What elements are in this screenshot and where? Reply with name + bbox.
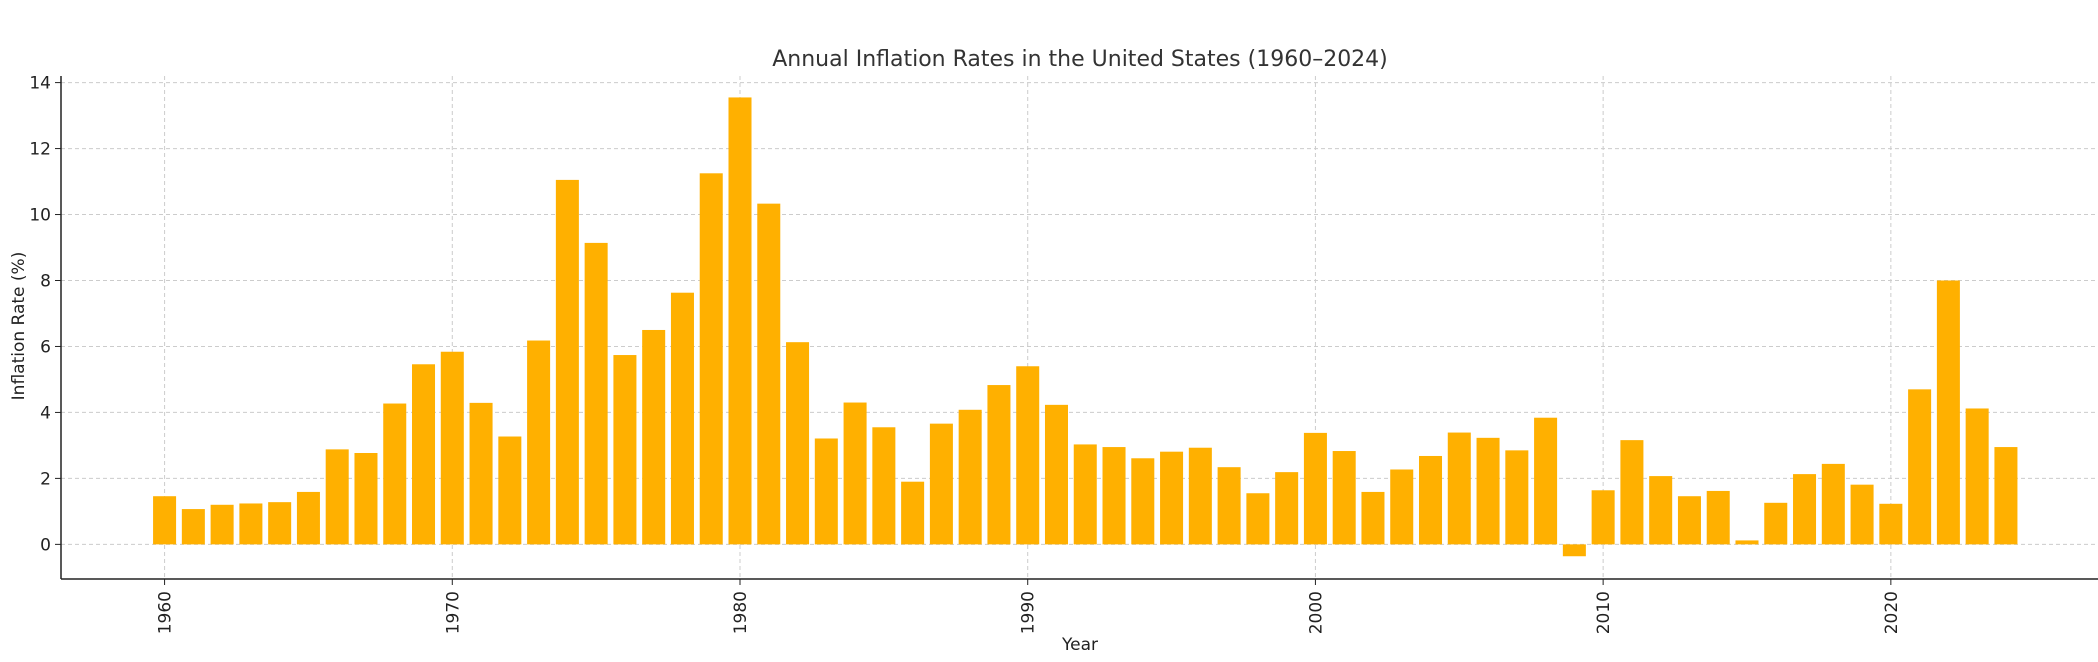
bar-2017 bbox=[1793, 474, 1817, 545]
bar-1996 bbox=[1188, 447, 1212, 545]
bar-1990 bbox=[1016, 366, 1040, 545]
bar-1975 bbox=[584, 242, 608, 545]
bar-1988 bbox=[958, 409, 982, 545]
x-tick-label: 2010 bbox=[1594, 591, 1614, 634]
bar-1983 bbox=[814, 438, 838, 545]
bar-1982 bbox=[786, 342, 810, 545]
bar-1961 bbox=[181, 509, 205, 545]
bar-1972 bbox=[498, 436, 522, 545]
bar-1993 bbox=[1102, 447, 1126, 545]
bar-2009 bbox=[1562, 544, 1586, 557]
bar-1964 bbox=[268, 502, 292, 545]
bar-2012 bbox=[1649, 476, 1673, 545]
y-axis-label: Inflation Rate (%) bbox=[9, 252, 29, 401]
chart-title: Annual Inflation Rates in the United Sta… bbox=[772, 47, 1388, 72]
bar-1989 bbox=[987, 385, 1011, 545]
x-tick-label: 2020 bbox=[1882, 591, 1902, 634]
y-tick-label: 4 bbox=[40, 403, 51, 423]
bar-1969 bbox=[412, 364, 436, 545]
bar-2004 bbox=[1419, 455, 1443, 545]
bar-2007 bbox=[1505, 450, 1529, 545]
bar-2024 bbox=[1994, 447, 2018, 545]
bar-1973 bbox=[527, 340, 551, 545]
bar-1977 bbox=[642, 329, 666, 545]
bar-1984 bbox=[843, 402, 867, 545]
bar-2006 bbox=[1476, 437, 1500, 545]
bar-2010 bbox=[1591, 490, 1615, 545]
bar-1997 bbox=[1217, 467, 1241, 545]
bar-2011 bbox=[1620, 440, 1644, 545]
bar-1962 bbox=[210, 504, 234, 545]
y-tick-label: 2 bbox=[40, 469, 51, 489]
bar-1992 bbox=[1073, 444, 1097, 545]
bar-1991 bbox=[1044, 404, 1068, 545]
x-tick-label: 2000 bbox=[1306, 591, 1326, 634]
bar-1999 bbox=[1275, 472, 1299, 545]
axes bbox=[60, 76, 2098, 580]
bar-1994 bbox=[1131, 458, 1155, 545]
bar-1978 bbox=[670, 292, 694, 545]
bar-1995 bbox=[1160, 451, 1184, 545]
x-tick-label: 1990 bbox=[1019, 591, 1039, 634]
y-tick-label: 0 bbox=[40, 535, 51, 555]
bar-1976 bbox=[613, 355, 637, 545]
bar-2013 bbox=[1677, 496, 1701, 545]
bar-1985 bbox=[872, 427, 896, 545]
bar-1960 bbox=[153, 496, 177, 545]
bar-1987 bbox=[929, 423, 953, 545]
bar-2002 bbox=[1361, 491, 1385, 545]
y-tick-label: 14 bbox=[29, 74, 51, 94]
bar-1986 bbox=[901, 481, 925, 545]
x-tick-label: 1960 bbox=[156, 591, 176, 634]
bar-1968 bbox=[383, 403, 407, 545]
bar-2005 bbox=[1447, 432, 1471, 545]
x-tick-label: 1980 bbox=[731, 591, 751, 634]
x-axis-label: Year bbox=[1061, 635, 1098, 655]
bar-2015 bbox=[1735, 540, 1759, 545]
bar-2000 bbox=[1303, 432, 1327, 545]
bar-2016 bbox=[1764, 502, 1788, 545]
bar-1980 bbox=[728, 97, 752, 545]
y-tick-label: 12 bbox=[29, 140, 51, 160]
y-tick-label: 10 bbox=[29, 206, 51, 226]
bar-2018 bbox=[1821, 463, 1845, 545]
bar-1965 bbox=[296, 491, 320, 545]
y-tick-label: 8 bbox=[40, 271, 51, 291]
tick-labels: 0 2 4 6 8 10 12 14 1960 1970 1980 1990 2000 2010 2020 bbox=[29, 74, 1901, 635]
bars-group bbox=[153, 97, 2018, 557]
y-tick-label: 6 bbox=[40, 337, 51, 357]
bar-2023 bbox=[1965, 408, 1989, 545]
bar-2001 bbox=[1332, 451, 1356, 545]
bar-2008 bbox=[1534, 417, 1558, 545]
bar-1979 bbox=[699, 173, 723, 545]
bar-1963 bbox=[239, 503, 263, 545]
bar-2020 bbox=[1879, 503, 1903, 545]
bar-1974 bbox=[555, 179, 579, 545]
bar-1967 bbox=[354, 453, 378, 545]
bar-2003 bbox=[1390, 469, 1414, 545]
x-tick-label: 1970 bbox=[443, 591, 463, 634]
bar-1966 bbox=[325, 449, 349, 545]
bar-1970 bbox=[440, 351, 464, 545]
bar-2014 bbox=[1706, 490, 1730, 545]
bar-2022 bbox=[1936, 280, 1960, 545]
bar-1998 bbox=[1246, 493, 1270, 545]
bar-2021 bbox=[1908, 389, 1932, 545]
bar-1971 bbox=[469, 402, 493, 545]
bar-1981 bbox=[757, 203, 781, 545]
bar-2019 bbox=[1850, 484, 1874, 545]
